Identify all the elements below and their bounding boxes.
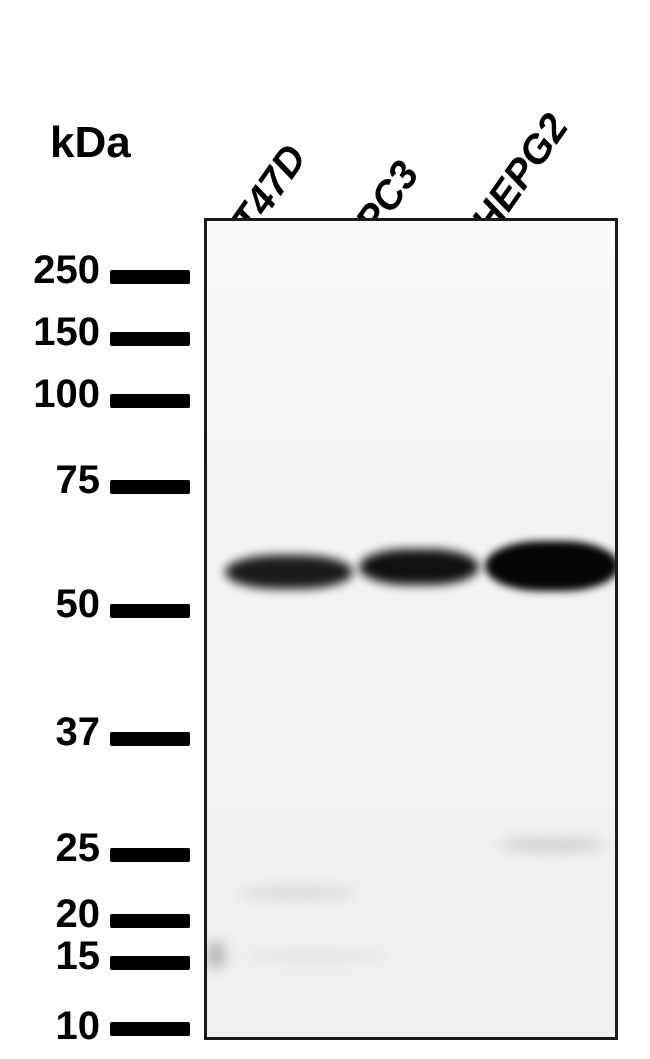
mw-label: 25 xyxy=(44,826,100,871)
band-t47d-main xyxy=(225,555,353,589)
unit-label: kDa xyxy=(50,118,131,168)
mw-tick xyxy=(110,956,190,970)
mw-tick xyxy=(110,732,190,746)
mw-tick xyxy=(110,480,190,494)
band-edge-15 xyxy=(207,941,225,969)
mw-label: 15 xyxy=(44,934,100,979)
mw-tick xyxy=(110,394,190,408)
band-t47d-20 xyxy=(237,887,357,899)
mw-label: 150 xyxy=(20,310,100,355)
mw-tick xyxy=(110,1022,190,1036)
blot-membrane xyxy=(204,218,618,1040)
mw-tick xyxy=(110,848,190,862)
mw-label: 250 xyxy=(20,248,100,293)
mw-label: 100 xyxy=(20,372,100,417)
mw-tick xyxy=(110,332,190,346)
band-hepg2-main xyxy=(485,541,618,591)
mw-label: 20 xyxy=(44,892,100,937)
mw-label: 75 xyxy=(44,458,100,503)
mw-label: 37 xyxy=(44,710,100,755)
mw-tick xyxy=(110,914,190,928)
mw-label: 50 xyxy=(44,582,100,627)
mw-label: 10 xyxy=(44,1004,100,1049)
western-blot-figure: kDa 250 150 100 75 50 37 25 20 15 10 T47… xyxy=(0,0,650,1059)
band-hepg2-25 xyxy=(497,839,607,851)
band-t47d-15 xyxy=(247,951,387,961)
mw-tick xyxy=(110,270,190,284)
band-pc3-main xyxy=(359,549,479,585)
mw-tick xyxy=(110,604,190,618)
